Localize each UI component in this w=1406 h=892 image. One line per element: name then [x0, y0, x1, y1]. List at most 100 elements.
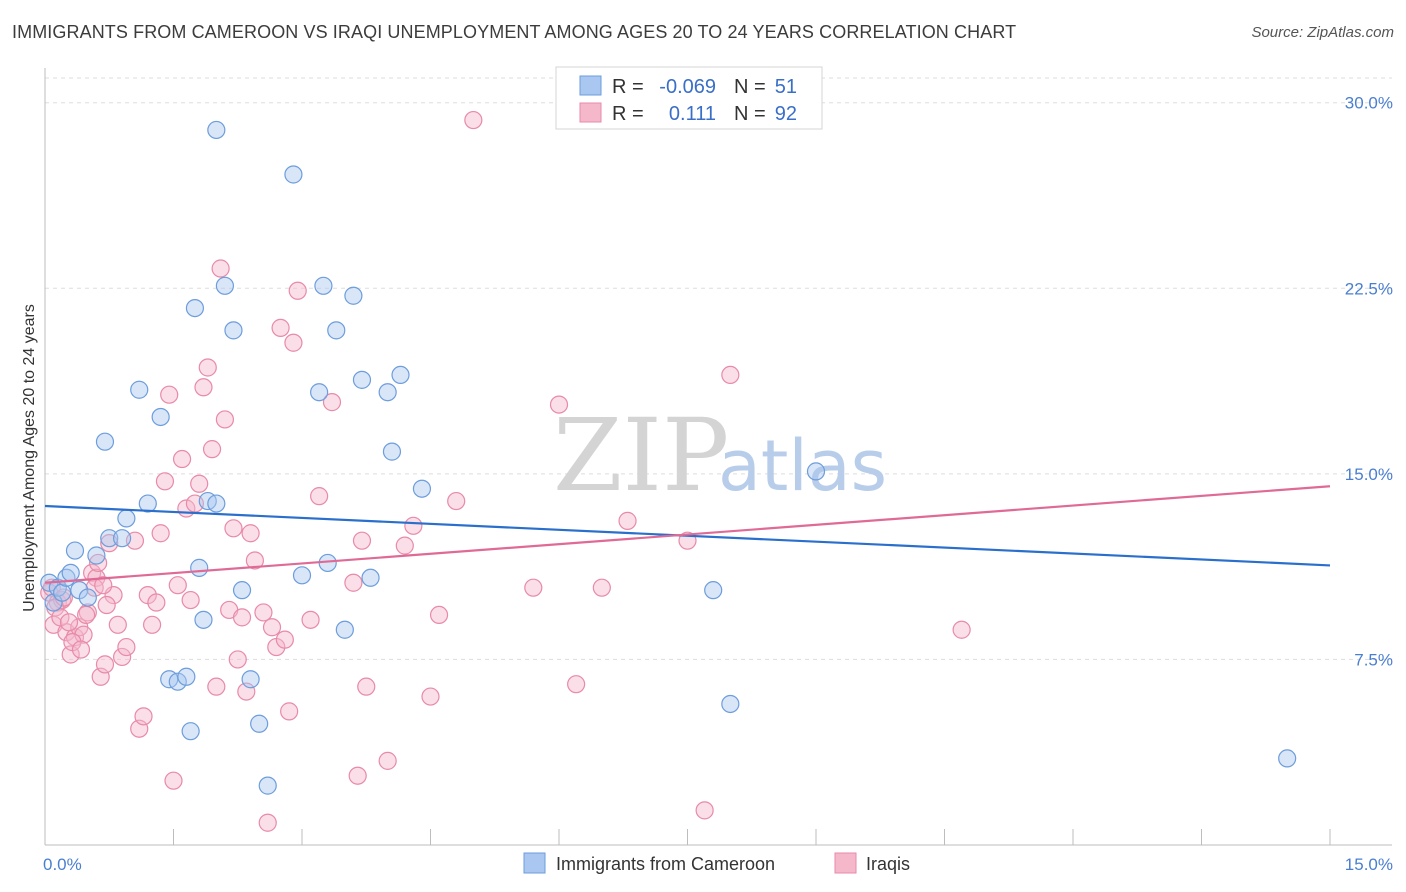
cameroon-point-15 [138, 494, 157, 513]
iraqis-point-72 [549, 395, 569, 414]
iraqis-point-57 [301, 610, 320, 629]
cameroon-point-49 [806, 462, 826, 481]
iraqis-point-79 [952, 620, 971, 639]
source-label: Source: ZipAtlas.com [1251, 24, 1394, 41]
cameroon-point-35 [310, 383, 329, 402]
cameroon-point-8 [78, 588, 97, 607]
y-axis-label: Unemployment Among Ages 20 to 24 years [21, 304, 38, 612]
trend-lines [44, 485, 1331, 584]
legend-swatch-blue [579, 75, 602, 96]
iraqis-point-67 [421, 687, 440, 706]
iraqis-point-34 [190, 474, 209, 493]
iraqis-point-50 [262, 618, 282, 637]
iraqis-point-75 [618, 511, 637, 530]
axes [44, 68, 1392, 846]
iraqis-point-65 [395, 536, 414, 555]
grid [45, 77, 1392, 660]
watermark-zip: ZIP [553, 397, 729, 514]
iraqis-point-74 [592, 578, 611, 597]
iraqis-point-58 [310, 487, 329, 506]
iraqis-point-42 [224, 519, 243, 538]
legend-n-label-pink: N = [734, 103, 766, 125]
cameroon-point-39 [335, 620, 354, 639]
cameroon-point-20 [181, 722, 200, 741]
cameroon-point-41 [352, 370, 372, 389]
iraqis-point-70 [464, 110, 483, 130]
iraqis-point-36 [198, 358, 217, 377]
iraqis-point-82 [51, 608, 70, 627]
bottom-legend-label-iraqis: Iraqis [866, 854, 910, 874]
iraqis-point-40 [215, 410, 234, 429]
iraqis-point-77 [695, 801, 714, 820]
cameroon-point-23 [194, 610, 213, 629]
legend-n-value-blue: 51 [775, 76, 797, 98]
iraqis-point-78 [721, 365, 740, 385]
cameroon-point-34 [292, 566, 312, 585]
cameroon-point-43 [378, 383, 397, 402]
iraqis-point-32 [181, 590, 200, 610]
cameroon-point-19 [177, 667, 196, 686]
cameroon-point-10 [95, 432, 115, 451]
iraqis-point-63 [357, 677, 376, 696]
iraqis-point-55 [284, 333, 303, 352]
cameroon-point-14 [130, 380, 149, 399]
iraqis-point-21 [134, 707, 153, 726]
cameroon-point-48 [721, 694, 740, 714]
bottom-legend-label-cameroon: Immigrants from Cameroon [556, 854, 775, 874]
iraqis-point-86 [71, 640, 91, 659]
iraqis-point-18 [117, 637, 136, 657]
cameroon-point-16 [151, 407, 170, 427]
cameroon-point-44 [382, 442, 402, 461]
cameroon-point-6 [65, 541, 85, 560]
cameroon-point-11 [100, 529, 119, 548]
legend-r-label-blue: R = [612, 76, 644, 98]
cameroon-point-21 [185, 299, 205, 318]
iraqis-point-68 [429, 605, 449, 625]
cameroon-trend-line [44, 504, 1331, 567]
y-tick-label-2: 22.5% [1345, 279, 1393, 298]
iraqis-point-35 [194, 378, 213, 397]
x-tick-labels: 0.0% 15.0% [43, 855, 1393, 874]
iraqis-point-48 [254, 603, 273, 622]
iraqis-point-8 [74, 625, 93, 644]
y-tick-label-3: 30.0% [1345, 94, 1393, 113]
iraqis-point-54 [280, 702, 299, 721]
iraqis-point-24 [147, 593, 166, 612]
cameroon-point-18 [168, 672, 187, 691]
iraqis-point-39 [211, 259, 230, 278]
iraqis-point-60 [344, 573, 363, 592]
iraqis-point-89 [89, 553, 108, 573]
y-tick-label-1: 15.0% [1345, 465, 1393, 484]
iraqis-point-66 [404, 516, 423, 535]
cameroon-point-36 [314, 276, 333, 295]
iraqis-point-27 [160, 385, 179, 404]
legend-r-label-pink: R = [612, 103, 644, 125]
bottom-legend-swatch-blue [523, 852, 546, 874]
series-legend: Immigrants from Cameroon Iraqis [523, 852, 910, 874]
iraqis-point-17 [112, 647, 132, 667]
iraqis-point-38 [207, 677, 226, 696]
iraqis-point-26 [155, 472, 175, 491]
iraqis-point-49 [258, 813, 277, 832]
iraqis-point-91 [97, 595, 116, 615]
watermark: ZIP atlas [553, 397, 887, 514]
cameroon-point-40 [344, 286, 363, 305]
iraqis-point-47 [245, 551, 264, 570]
iraqis-point-43 [228, 650, 247, 669]
iraqis-point-29 [168, 576, 187, 595]
iraqis-point-46 [241, 524, 260, 543]
x-tick-label-0: 0.0% [43, 855, 82, 874]
iraqis-point-23 [142, 615, 162, 634]
iraqis-point-90 [94, 576, 113, 595]
cameroon-point-25 [207, 494, 226, 513]
legend-swatch-pink [579, 102, 602, 123]
legend-r-value-pink: 0.111 [669, 103, 716, 125]
watermark-atlas: atlas [718, 425, 887, 507]
cameroon-point-26 [207, 120, 226, 140]
iraqis-point-16 [108, 615, 127, 634]
bottom-legend-swatch-pink [834, 852, 857, 874]
iraqis-point-64 [378, 751, 397, 770]
legend-r-value-blue: -0.069 [659, 76, 716, 98]
y-tick-labels: 7.5% 15.0% 22.5% 30.0% [1345, 94, 1393, 670]
x-tick-label-1: 15.0% [1345, 855, 1393, 874]
